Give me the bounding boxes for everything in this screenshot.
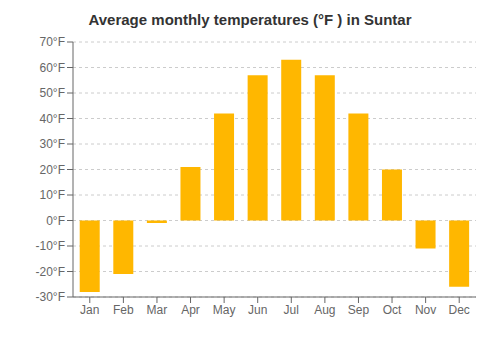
svg-text:10°F: 10°F [40, 188, 65, 202]
svg-text:Jul: Jul [284, 303, 299, 317]
svg-text:-20°F: -20°F [36, 265, 65, 279]
svg-text:40°F: 40°F [40, 112, 65, 126]
svg-text:Nov: Nov [415, 303, 436, 317]
svg-text:0°F: 0°F [46, 214, 65, 228]
svg-text:50°F: 50°F [40, 86, 65, 100]
svg-text:Feb: Feb [113, 303, 134, 317]
svg-text:Oct: Oct [383, 303, 402, 317]
svg-text:20°F: 20°F [40, 163, 65, 177]
html-text:Average monthly temperatures (: Average monthly temperatures (°F ) in Su… [88, 11, 412, 28]
svg-text:May: May [213, 303, 236, 317]
svg-text:-30°F: -30°F [36, 290, 65, 304]
svg-text:Apr: Apr [181, 303, 200, 317]
svg-text:70°F: 70°F [40, 35, 65, 49]
svg-text:Jun: Jun [248, 303, 267, 317]
svg-text:30°F: 30°F [40, 137, 65, 151]
svg-text:Aug: Aug [314, 303, 335, 317]
svg-text:60°F: 60°F [40, 61, 65, 75]
svg-text:Dec: Dec [449, 303, 470, 317]
svg-text:Mar: Mar [147, 303, 168, 317]
svg-text:Sep: Sep [348, 303, 370, 317]
svg-text:Jan: Jan [80, 303, 99, 317]
svg-text:-10°F: -10°F [36, 239, 65, 253]
